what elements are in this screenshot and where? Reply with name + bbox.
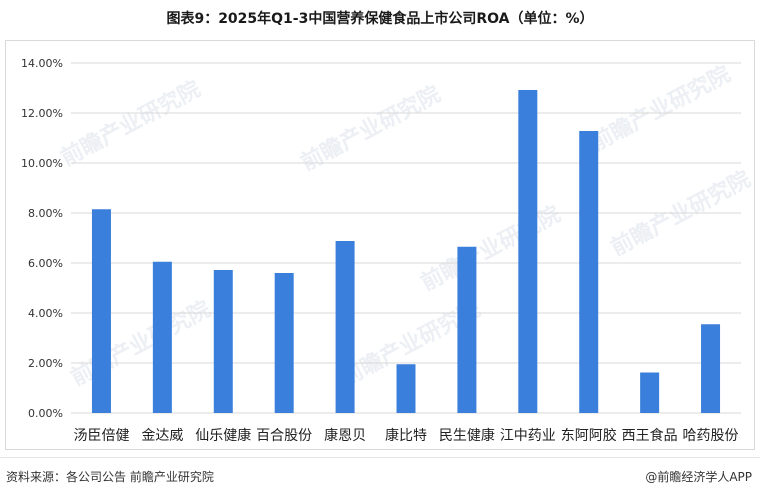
x-tick-label: 百合股份: [256, 428, 312, 444]
y-axis-tick-labels: 0.00% 2.00% 4.00% 6.00% 8.00% 10.00% 12.00% 14.…: [21, 57, 63, 420]
watermark-text: 前瞻产业研究院: [587, 61, 735, 156]
bar-5: [335, 241, 355, 413]
source-note: 资料来源：各公司公告 前瞻产业研究院: [6, 470, 214, 484]
bar-6: [396, 364, 416, 413]
brand-label: @前瞻经济学人APP: [645, 470, 752, 484]
x-tick-label: 西王食品: [622, 427, 678, 444]
chart-frame: 前瞻产业研究院 前瞻产业研究院 前瞻产业研究院 前瞻产业研究院 前瞻产业研究院 前瞻产业研…: [5, 40, 755, 450]
footer: 资料来源：各公司公告 前瞻产业研究院 @前瞻经济学人APP: [0, 457, 760, 498]
x-tick-label: 江中药业: [500, 428, 556, 444]
bar-7: [457, 246, 477, 413]
y-tick-label: 14.00%: [21, 57, 63, 70]
y-tick-label: 8.00%: [28, 207, 63, 220]
bar-1: [91, 209, 111, 413]
bars: [91, 90, 721, 413]
x-axis-tick-labels: 汤臣倍健 金达威 仙乐健康 百合股份 康恩贝 康比特 民生健康 江中药业 东阿阿胶 西王食品 哈药股…: [73, 427, 738, 444]
x-tick-label: 仙乐健康: [195, 427, 251, 444]
watermark-text: 前瞻产业研究院: [57, 76, 205, 171]
watermark-text: 前瞻产业研究院: [607, 166, 755, 261]
x-tick-label: 康恩贝: [324, 427, 366, 444]
x-tick-label: 哈药股份: [683, 428, 739, 444]
x-tick-label: 汤臣倍健: [73, 428, 129, 444]
x-tick-label: 康比特: [385, 427, 427, 444]
bar-2: [152, 261, 172, 413]
y-tick-label: 2.00%: [28, 357, 63, 370]
bar-10: [640, 372, 660, 413]
y-tick-label: 0.00%: [28, 407, 63, 420]
watermark-text: 前瞻产业研究院: [417, 201, 565, 296]
watermark-text: 前瞻产业研究院: [297, 81, 445, 176]
x-tick-label: 民生健康: [439, 427, 495, 444]
x-tick-label: 金达威: [141, 428, 183, 444]
y-tick-label: 10.00%: [21, 157, 63, 170]
bar-11: [701, 324, 721, 413]
watermark-text: 前瞻产业研究院: [67, 296, 215, 391]
chart-title: 图表9：2025年Q1-3中国营养保健食品上市公司ROA（单位：%）: [166, 11, 594, 27]
bar-4: [274, 273, 294, 413]
y-tick-label: 6.00%: [28, 257, 63, 270]
x-tick-label: 东阿阿胶: [561, 427, 617, 444]
y-tick-label: 12.00%: [21, 107, 63, 120]
bar-9: [579, 131, 599, 413]
bar-3: [213, 270, 233, 413]
bar-8: [518, 90, 538, 413]
y-tick-label: 4.00%: [28, 307, 63, 320]
